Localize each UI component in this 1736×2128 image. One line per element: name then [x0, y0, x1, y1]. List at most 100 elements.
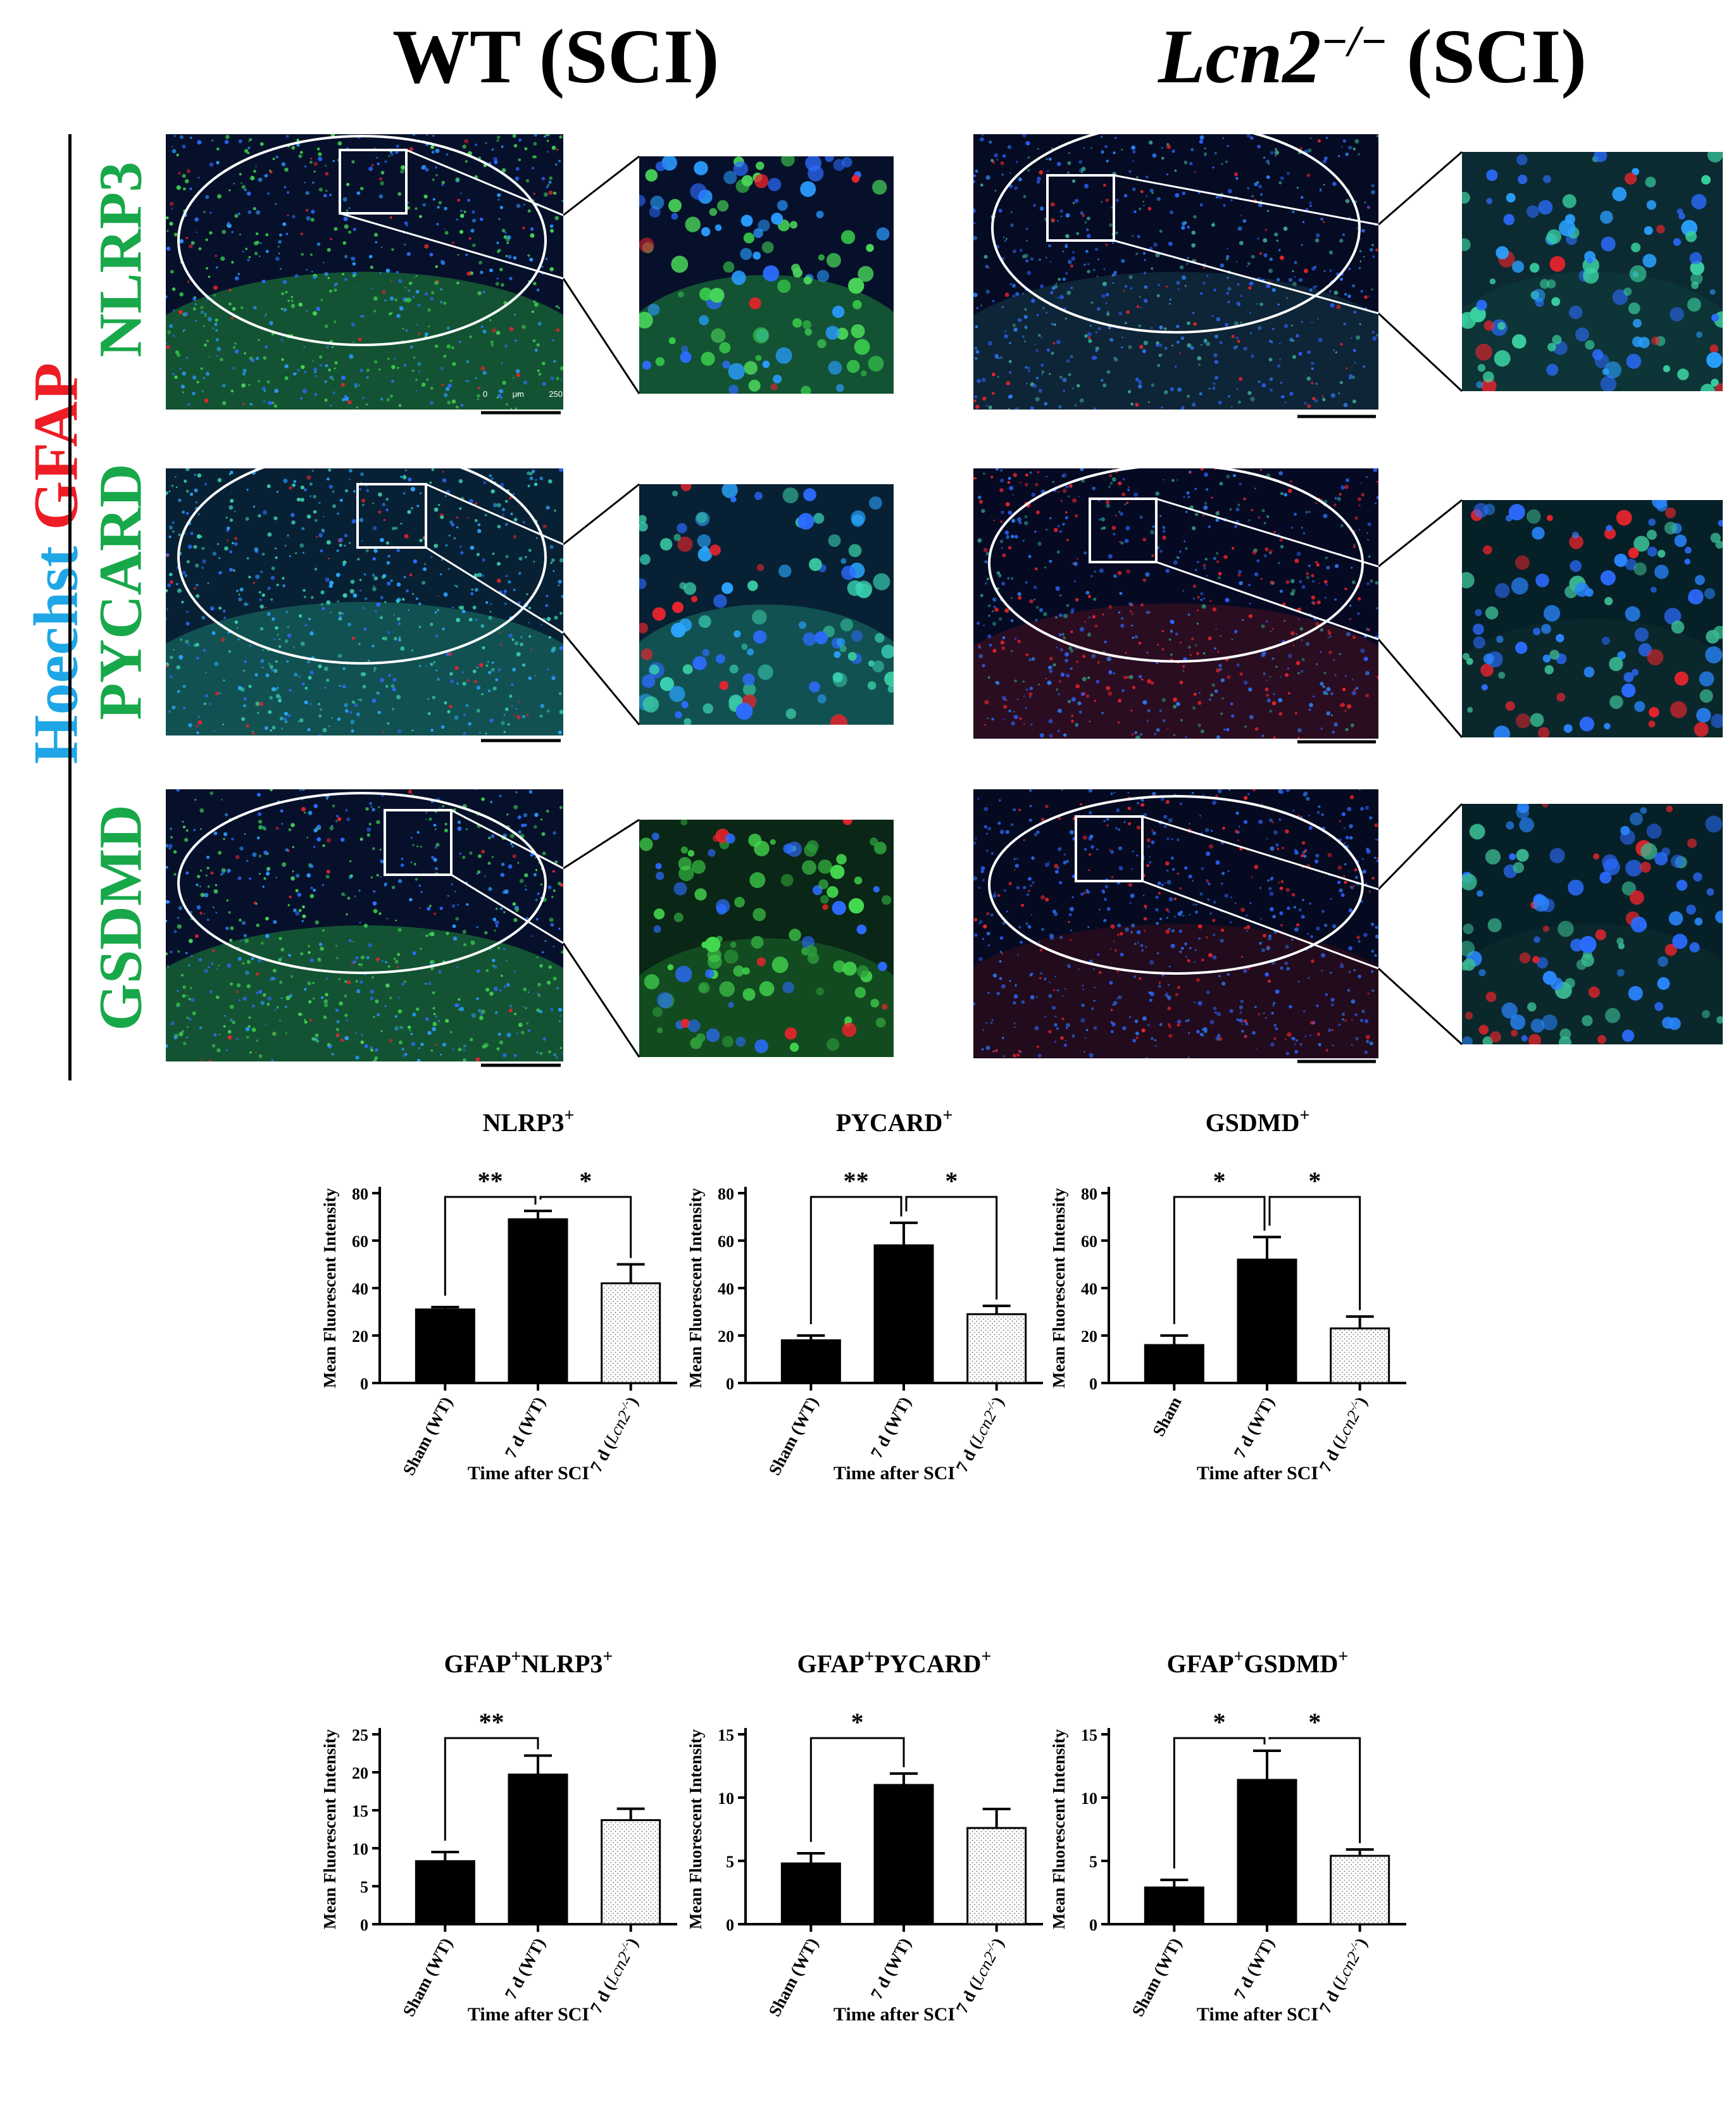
x-tick-label: Sham (WT) [765, 1935, 821, 2020]
y-tick-label: 25 [352, 1726, 368, 1744]
chart-svg: GFAP+GSDMD+ 0 5 10 15 Mean Fluorescent Intens… [1049, 1647, 1406, 2025]
y-tick-label: 0 [726, 1916, 734, 1934]
column-title-wt: WT (SCI) [392, 14, 720, 99]
chart-svg: NLRP3+ 0 20 40 60 80 Mean Fluorescent Intensit… [320, 1106, 677, 1484]
y-tick-label: 40 [352, 1280, 368, 1298]
row-label-pycard: PYCARD [86, 463, 154, 720]
bar [415, 1308, 475, 1384]
micrograph-wt-pycard-inset [639, 484, 894, 725]
bar [780, 1339, 841, 1384]
y-tick-label: 5 [1089, 1853, 1097, 1871]
chart-title: GFAP+GSDMD+ [1167, 1647, 1349, 1678]
significance-label: * [1308, 1167, 1321, 1195]
x-tick-label: Sham (WT) [765, 1394, 821, 1479]
x-axis-label: Time after SCI [1197, 1463, 1318, 1484]
significance-bracket [539, 1196, 632, 1258]
bar [873, 1244, 934, 1384]
y-tick-label: 0 [726, 1375, 734, 1393]
y-tick-label: 10 [1081, 1789, 1097, 1808]
bar [601, 1282, 661, 1384]
bar [966, 1827, 1027, 1925]
micrograph-wt-gsdmd-inset [639, 820, 894, 1057]
chart-svg: PYCARD+ 0 20 40 60 80 Mean Fluorescent Intensi… [686, 1106, 1043, 1484]
y-tick-label: 20 [1081, 1327, 1097, 1346]
micrograph-lcn2-nlrp3-overview [973, 134, 1378, 410]
bar [873, 1784, 934, 1925]
chart-title: GSDMD+ [1206, 1106, 1310, 1137]
y-tick-label: 0 [1089, 1375, 1097, 1393]
micrograph-lcn2-pycard-overview [973, 468, 1378, 739]
y-axis-label: Mean Fluorescent Intensity [1049, 1188, 1068, 1388]
x-tick-label: 7 d (WT) [1230, 1935, 1278, 2003]
y-axis-label: Mean Fluorescent Intensity [686, 1188, 705, 1388]
bar [780, 1862, 841, 1925]
y-tick-label: 5 [360, 1878, 368, 1896]
y-axis-label: Mean Fluorescent Intensity [686, 1729, 705, 1929]
micrograph-wt-gsdmd-overview [166, 789, 563, 1061]
significance-label: * [1213, 1167, 1226, 1195]
micrograph-lcn2-gsdmd-overview [973, 789, 1378, 1058]
significance-label: * [1213, 1708, 1226, 1736]
chart-title: GFAP+NLRP3+ [444, 1647, 613, 1678]
chart-svg: GFAP+PYCARD+ 0 5 10 15 Mean Fluorescent Inten… [686, 1647, 1043, 2025]
x-tick-label: 7 d (WT) [867, 1935, 915, 2003]
x-tick-label: Sham (WT) [399, 1394, 456, 1479]
bar-chart-nlrp3: NLRP3+ 0 20 40 60 80 Mean Fluorescent Intensit… [297, 1092, 690, 1484]
y-tick-label: 80 [352, 1185, 368, 1203]
bar [1237, 1779, 1297, 1925]
micrograph-wt-pycard-overview [166, 468, 563, 735]
x-tick-label: 7 d (Lcn2-/-) [1315, 1934, 1371, 2016]
significance-label: * [851, 1708, 864, 1736]
bar [508, 1774, 568, 1925]
y-axis-label: Mean Fluorescent Intensity [1049, 1729, 1068, 1929]
micrograph-wt-nlrp3-inset [639, 156, 894, 394]
chart-title: GFAP+PYCARD+ [797, 1647, 992, 1678]
scale-bar-label: 0 μm 250 [483, 389, 563, 399]
significance-bracket [1173, 1737, 1266, 1868]
chart-svg: GSDMD+ 0 20 40 60 80 Mean Fluorescent Intensit… [1049, 1106, 1406, 1484]
chart-svg: GFAP+NLRP3+ 0 5 10 15 20 25 Mean Fluorescent In… [320, 1647, 677, 2025]
stain-legend-label: Hoechst GFAP [20, 362, 91, 765]
y-tick-label: 80 [718, 1185, 734, 1203]
column-title-lcn2: Lcn2−/− (SCI) [1158, 14, 1587, 99]
y-tick-label: 15 [1081, 1726, 1097, 1744]
bar [1330, 1855, 1390, 1925]
micrograph-wt-nlrp3-overview [166, 134, 563, 410]
x-tick-label: 7 d (Lcn2-/-) [586, 1393, 642, 1475]
x-tick-label: 7 d (Lcn2-/-) [586, 1934, 642, 2016]
x-axis-label: Time after SCI [468, 1463, 589, 1484]
y-tick-label: 0 [360, 1916, 368, 1934]
bar [1330, 1327, 1390, 1384]
significance-bracket [1173, 1196, 1266, 1324]
y-axis-label: Mean Fluorescent Intensity [320, 1729, 339, 1929]
significance-bracket [809, 1196, 902, 1324]
y-tick-label: 20 [718, 1327, 734, 1346]
y-tick-label: 5 [726, 1853, 734, 1871]
y-axis-label: Mean Fluorescent Intensity [320, 1188, 339, 1388]
x-tick-label: 7 d (Lcn2-/-) [952, 1393, 1008, 1475]
significance-bracket [809, 1737, 905, 1842]
bar [508, 1218, 568, 1384]
bar [1144, 1344, 1204, 1384]
bar-chart-gfap-nlrp3: GFAP+NLRP3+ 0 5 10 15 20 25 Mean Fluorescent In… [297, 1633, 690, 2025]
row-label-gsdmd: GSDMD [86, 804, 154, 1031]
x-axis-label: Time after SCI [834, 2004, 955, 2025]
micrograph-lcn2-gsdmd-inset [1462, 804, 1723, 1044]
row-label-nlrp3: NLRP3 [86, 161, 154, 358]
significance-label: ** [478, 1167, 503, 1195]
significance-bracket [1268, 1737, 1361, 1843]
x-tick-label: 7 d (WT) [867, 1394, 915, 1461]
x-tick-label: 7 d (Lcn2-/-) [952, 1934, 1008, 2016]
bar [415, 1860, 475, 1925]
y-tick-label: 60 [718, 1232, 734, 1251]
y-tick-label: 10 [352, 1840, 368, 1858]
bar-chart-gfap-gsdmd: GFAP+GSDMD+ 0 5 10 15 Mean Fluorescent Intens… [1027, 1633, 1419, 2025]
significance-label: ** [479, 1708, 504, 1736]
y-tick-label: 10 [718, 1789, 734, 1808]
micrograph-lcn2-pycard-inset [1462, 500, 1723, 737]
y-tick-label: 60 [1081, 1232, 1097, 1251]
significance-bracket [444, 1196, 537, 1296]
bar-chart-pycard: PYCARD+ 0 20 40 60 80 Mean Fluorescent Intensi… [663, 1092, 1056, 1484]
x-tick-label: 7 d (WT) [501, 1935, 549, 2003]
x-tick-label: 7 d (WT) [1230, 1394, 1278, 1461]
